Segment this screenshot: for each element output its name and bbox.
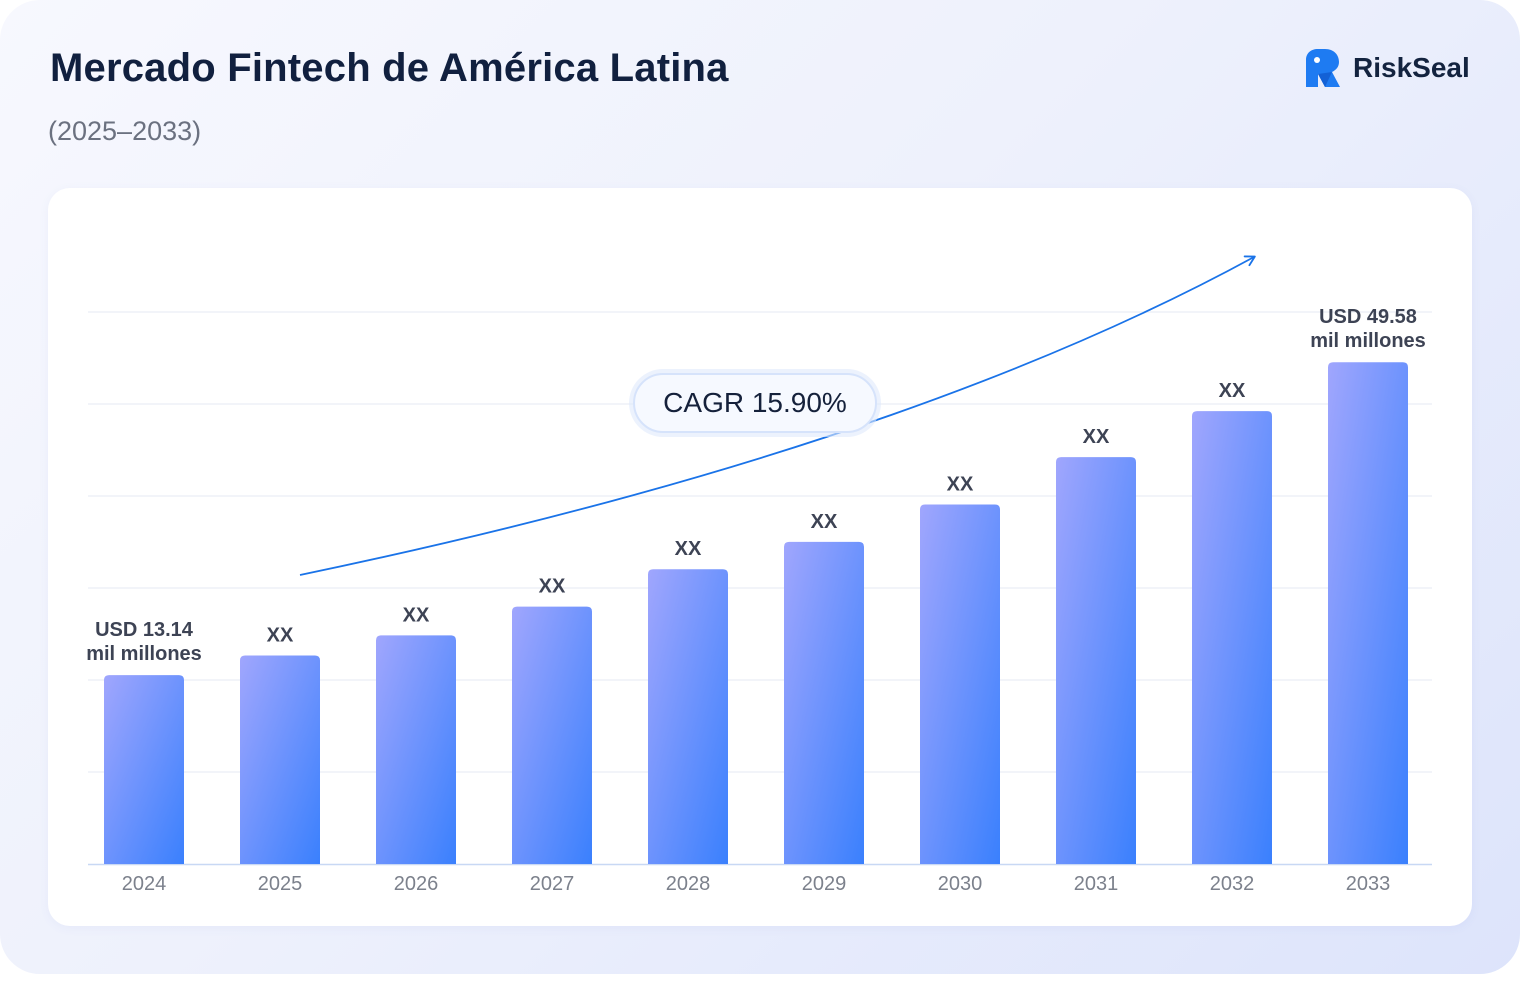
- bar-value-label: XX: [1219, 380, 1246, 402]
- bars: [104, 362, 1408, 864]
- x-tick-label: 2030: [938, 873, 983, 895]
- bar-value-label: XX: [947, 474, 974, 496]
- brand-name: RiskSeal: [1353, 52, 1470, 83]
- bar-value-label: USD 49.58: [1319, 306, 1417, 328]
- bar-2030: [920, 504, 1000, 864]
- bar-value-label: mil millones: [86, 643, 202, 665]
- x-tick-label: 2032: [1210, 873, 1255, 895]
- bar-2031: [1056, 457, 1136, 864]
- x-tick-label: 2024: [122, 873, 167, 895]
- bar-2027: [512, 606, 592, 864]
- bar-value-label: XX: [403, 604, 430, 626]
- bar-2024: [104, 675, 184, 864]
- chart-subtitle: (2025–2033): [48, 116, 202, 146]
- bar-value-label: XX: [811, 511, 838, 533]
- bar-2032: [1192, 411, 1272, 864]
- x-tick-label: 2025: [258, 873, 303, 895]
- riskseal-logo-icon: [1306, 49, 1340, 87]
- bar-value-label: USD 13.14: [95, 619, 194, 641]
- bar-value-label: mil millones: [1310, 330, 1426, 352]
- bar-2033: [1328, 362, 1408, 864]
- bar-2025: [240, 655, 320, 864]
- x-tick-label: 2026: [394, 873, 439, 895]
- bar-2028: [648, 569, 728, 864]
- x-tick-label: 2031: [1074, 873, 1119, 895]
- bar-value-label: XX: [267, 625, 294, 647]
- brand: RiskSeal: [1303, 48, 1470, 88]
- x-tick-label: 2029: [802, 873, 847, 895]
- x-tick-label: 2028: [666, 873, 711, 895]
- x-tick-label: 2033: [1346, 873, 1391, 895]
- trend-arrow-icon: [299, 255, 1256, 576]
- bar-value-label: XX: [1083, 426, 1110, 448]
- bar-value-label: XX: [539, 576, 566, 598]
- chart-title: Mercado Fintech de América Latina: [50, 46, 729, 90]
- bar-2026: [376, 635, 456, 864]
- bar-2029: [784, 541, 864, 864]
- bar-value-label: XX: [675, 538, 702, 560]
- cagr-badge: CAGR 15.90%: [633, 373, 877, 433]
- x-tick-label: 2027: [530, 873, 575, 895]
- x-axis-ticks: 2024 2025 2026 2027 2028 2029 2030 2031 2032 2033: [122, 873, 1391, 895]
